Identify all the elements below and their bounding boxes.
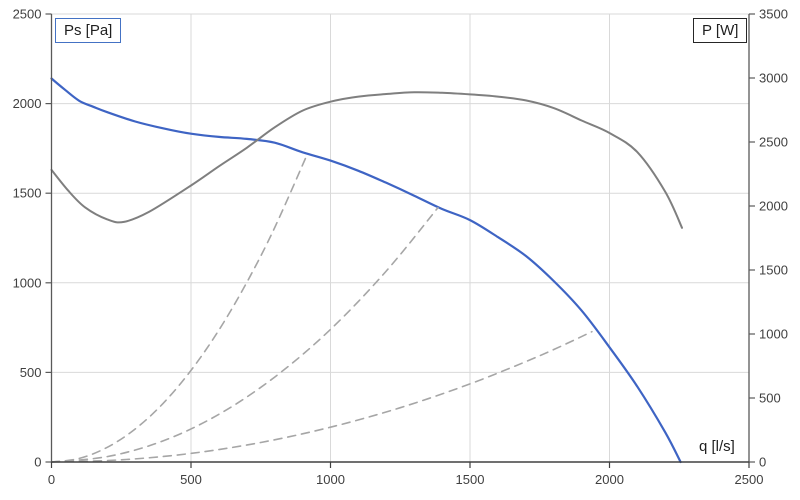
right-axis-tick-label: 2500 (759, 135, 788, 150)
system-curve-3 (50, 330, 593, 463)
right-axis-tick-label: 2000 (759, 199, 788, 214)
left-axis-tick-label: 2000 (13, 96, 42, 111)
left-axis-tick-label: 0 (34, 455, 41, 470)
right-axis-tick-label: 1500 (759, 263, 788, 278)
system-curve-1 (50, 153, 308, 463)
left-axis-tick-label: 1000 (13, 275, 42, 290)
x-axis-tick-label: 500 (180, 472, 202, 487)
x-axis-title: q [l/s] (699, 437, 735, 456)
right-axis-tick-label: 500 (759, 391, 781, 406)
x-axis-tick-label: 0 (48, 472, 55, 487)
left-axis-title: Ps [Pa] (55, 18, 122, 43)
right-axis-tick-label: 0 (759, 455, 766, 470)
x-axis-tick-label: 1000 (316, 472, 345, 487)
x-axis-tick-label: 2500 (735, 472, 764, 487)
system-curve-2 (50, 206, 439, 463)
x-axis-tick-label: 2000 (595, 472, 624, 487)
right-axis-tick-label: 3500 (759, 7, 788, 22)
right-axis-tick-label: 3000 (759, 71, 788, 86)
left-axis-tick-label: 1500 (13, 186, 42, 201)
x-axis-tick-label: 1500 (456, 472, 485, 487)
right-axis-title: P [W] (693, 18, 748, 43)
left-axis-tick-label: 500 (20, 365, 42, 380)
power-curve (50, 91, 683, 229)
fan-pressure-curve (50, 77, 682, 464)
right-axis-tick-label: 1000 (759, 327, 788, 342)
left-axis-tick-label: 2500 (13, 7, 42, 22)
